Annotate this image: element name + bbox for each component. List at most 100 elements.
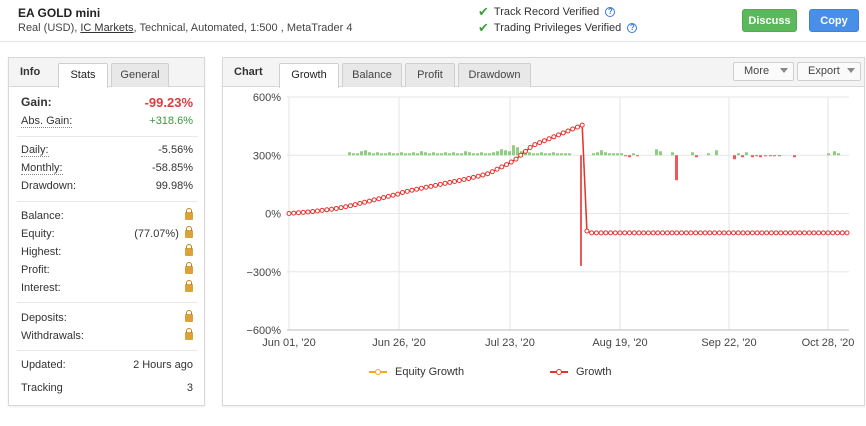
equity-label: Equity: bbox=[21, 228, 55, 240]
growth-point bbox=[395, 191, 401, 197]
legend-label-equity: Equity Growth bbox=[395, 366, 465, 378]
daily-bar bbox=[452, 152, 455, 156]
discuss-button[interactable]: Discuss bbox=[742, 9, 797, 32]
daily-bar bbox=[616, 153, 619, 156]
copy-button[interactable]: Copy bbox=[809, 9, 859, 32]
interest-row: Interest: bbox=[21, 280, 193, 298]
growth-point bbox=[645, 230, 651, 236]
growth-point bbox=[797, 230, 803, 236]
growth-point bbox=[560, 130, 566, 136]
growth-point bbox=[532, 142, 538, 148]
daily-bar bbox=[448, 153, 451, 156]
daily-bar bbox=[512, 145, 515, 156]
growth-point bbox=[622, 230, 628, 236]
growth-point bbox=[825, 230, 831, 236]
export-dropdown[interactable]: Export bbox=[797, 62, 861, 81]
daily-bar bbox=[536, 153, 539, 156]
x-tick-label: Sep 22, '20 bbox=[701, 337, 756, 349]
growth-point bbox=[764, 230, 770, 236]
more-label: More bbox=[744, 65, 770, 77]
growth-point bbox=[626, 230, 632, 236]
daily-bar bbox=[764, 155, 767, 157]
lock-icon bbox=[185, 262, 193, 276]
daily-bar bbox=[715, 150, 718, 156]
legend-equity-growth[interactable]: Equity Growth bbox=[369, 366, 464, 378]
lock-icon bbox=[185, 280, 193, 294]
help-icon[interactable]: ? bbox=[605, 7, 616, 17]
growth-point bbox=[603, 230, 609, 236]
daily-bar bbox=[624, 155, 627, 157]
daily-bar bbox=[416, 153, 419, 156]
x-tick-label: Oct 28, '20 bbox=[802, 337, 855, 349]
chevron-down-icon bbox=[780, 68, 788, 73]
help-icon[interactable]: ? bbox=[627, 23, 638, 33]
lock-icon bbox=[185, 310, 193, 324]
growth-point bbox=[437, 181, 443, 187]
growth-point bbox=[820, 230, 826, 236]
daily-bar bbox=[733, 155, 736, 160]
daily-bar bbox=[741, 155, 744, 158]
legend-growth[interactable]: Growth bbox=[550, 366, 611, 378]
y-tick-label: 0% bbox=[265, 209, 281, 221]
growth-point bbox=[631, 230, 637, 236]
tab-growth[interactable]: Growth bbox=[279, 63, 339, 88]
tab-balance[interactable]: Balance bbox=[342, 63, 402, 87]
daily-bar bbox=[444, 152, 447, 156]
daily-bar bbox=[420, 151, 423, 156]
daily-bar bbox=[432, 152, 435, 156]
daily-label[interactable]: Daily: bbox=[21, 144, 49, 157]
x-tick-label: Jun 26, '20 bbox=[372, 337, 425, 349]
lock-icon bbox=[185, 244, 193, 258]
tab-profit[interactable]: Profit bbox=[405, 63, 455, 87]
daily-bar bbox=[396, 153, 399, 156]
monthly-label[interactable]: Monthly: bbox=[21, 162, 63, 175]
tab-drawdown[interactable]: Drawdown bbox=[458, 63, 531, 87]
growth-point bbox=[300, 209, 306, 215]
daily-bar bbox=[568, 153, 571, 156]
growth-point bbox=[551, 134, 557, 140]
gain-value: -99.23% bbox=[144, 95, 193, 110]
growth-point bbox=[617, 230, 623, 236]
daily-bar bbox=[364, 150, 367, 156]
track-record-label: Track Record Verified bbox=[493, 6, 600, 18]
more-dropdown[interactable]: More bbox=[733, 62, 794, 81]
daily-bar bbox=[468, 152, 471, 156]
growth-point bbox=[598, 230, 604, 236]
broker-link[interactable]: IC Markets bbox=[80, 22, 134, 34]
growth-point bbox=[314, 208, 320, 214]
growth-point bbox=[783, 230, 789, 236]
daily-bar bbox=[773, 155, 776, 157]
growth-point bbox=[489, 169, 495, 175]
y-tick-label: −300% bbox=[246, 267, 281, 279]
growth-point bbox=[674, 230, 680, 236]
abs-gain-label[interactable]: Abs. Gain: bbox=[21, 115, 73, 128]
tab-stats[interactable]: Stats bbox=[58, 63, 108, 88]
track-record-verified: ✔ Track Record Verified ? bbox=[478, 4, 616, 20]
daily-bar bbox=[472, 153, 475, 156]
daily-bar bbox=[675, 155, 678, 181]
info-tabbar: Info Stats General bbox=[9, 58, 204, 88]
growth-point bbox=[816, 230, 822, 236]
daily-bar bbox=[544, 153, 547, 156]
account-subtitle: Real (USD), IC Markets, Technical, Autom… bbox=[18, 22, 352, 34]
growth-point bbox=[792, 230, 798, 236]
daily-bar bbox=[655, 149, 658, 156]
highest-label: Highest: bbox=[21, 246, 62, 258]
daily-bar bbox=[528, 152, 531, 156]
daily-bar bbox=[532, 153, 535, 156]
chart-title: Chart bbox=[234, 66, 263, 78]
updated-label: Updated: bbox=[21, 359, 66, 371]
daily-bar bbox=[376, 152, 379, 156]
growth-point bbox=[452, 178, 458, 184]
growth-point bbox=[333, 205, 339, 211]
updated-row: Updated: 2 Hours ago bbox=[21, 359, 193, 375]
divider bbox=[17, 302, 198, 303]
balance-label: Balance: bbox=[21, 210, 64, 222]
daily-bar bbox=[695, 155, 698, 158]
growth-point bbox=[678, 230, 684, 236]
daily-bar bbox=[372, 153, 375, 156]
tab-general[interactable]: General bbox=[111, 63, 169, 87]
account-header: EA GOLD mini Real (USD), IC Markets, Tec… bbox=[0, 0, 866, 42]
growth-point bbox=[409, 187, 415, 193]
growth-point bbox=[787, 230, 793, 236]
